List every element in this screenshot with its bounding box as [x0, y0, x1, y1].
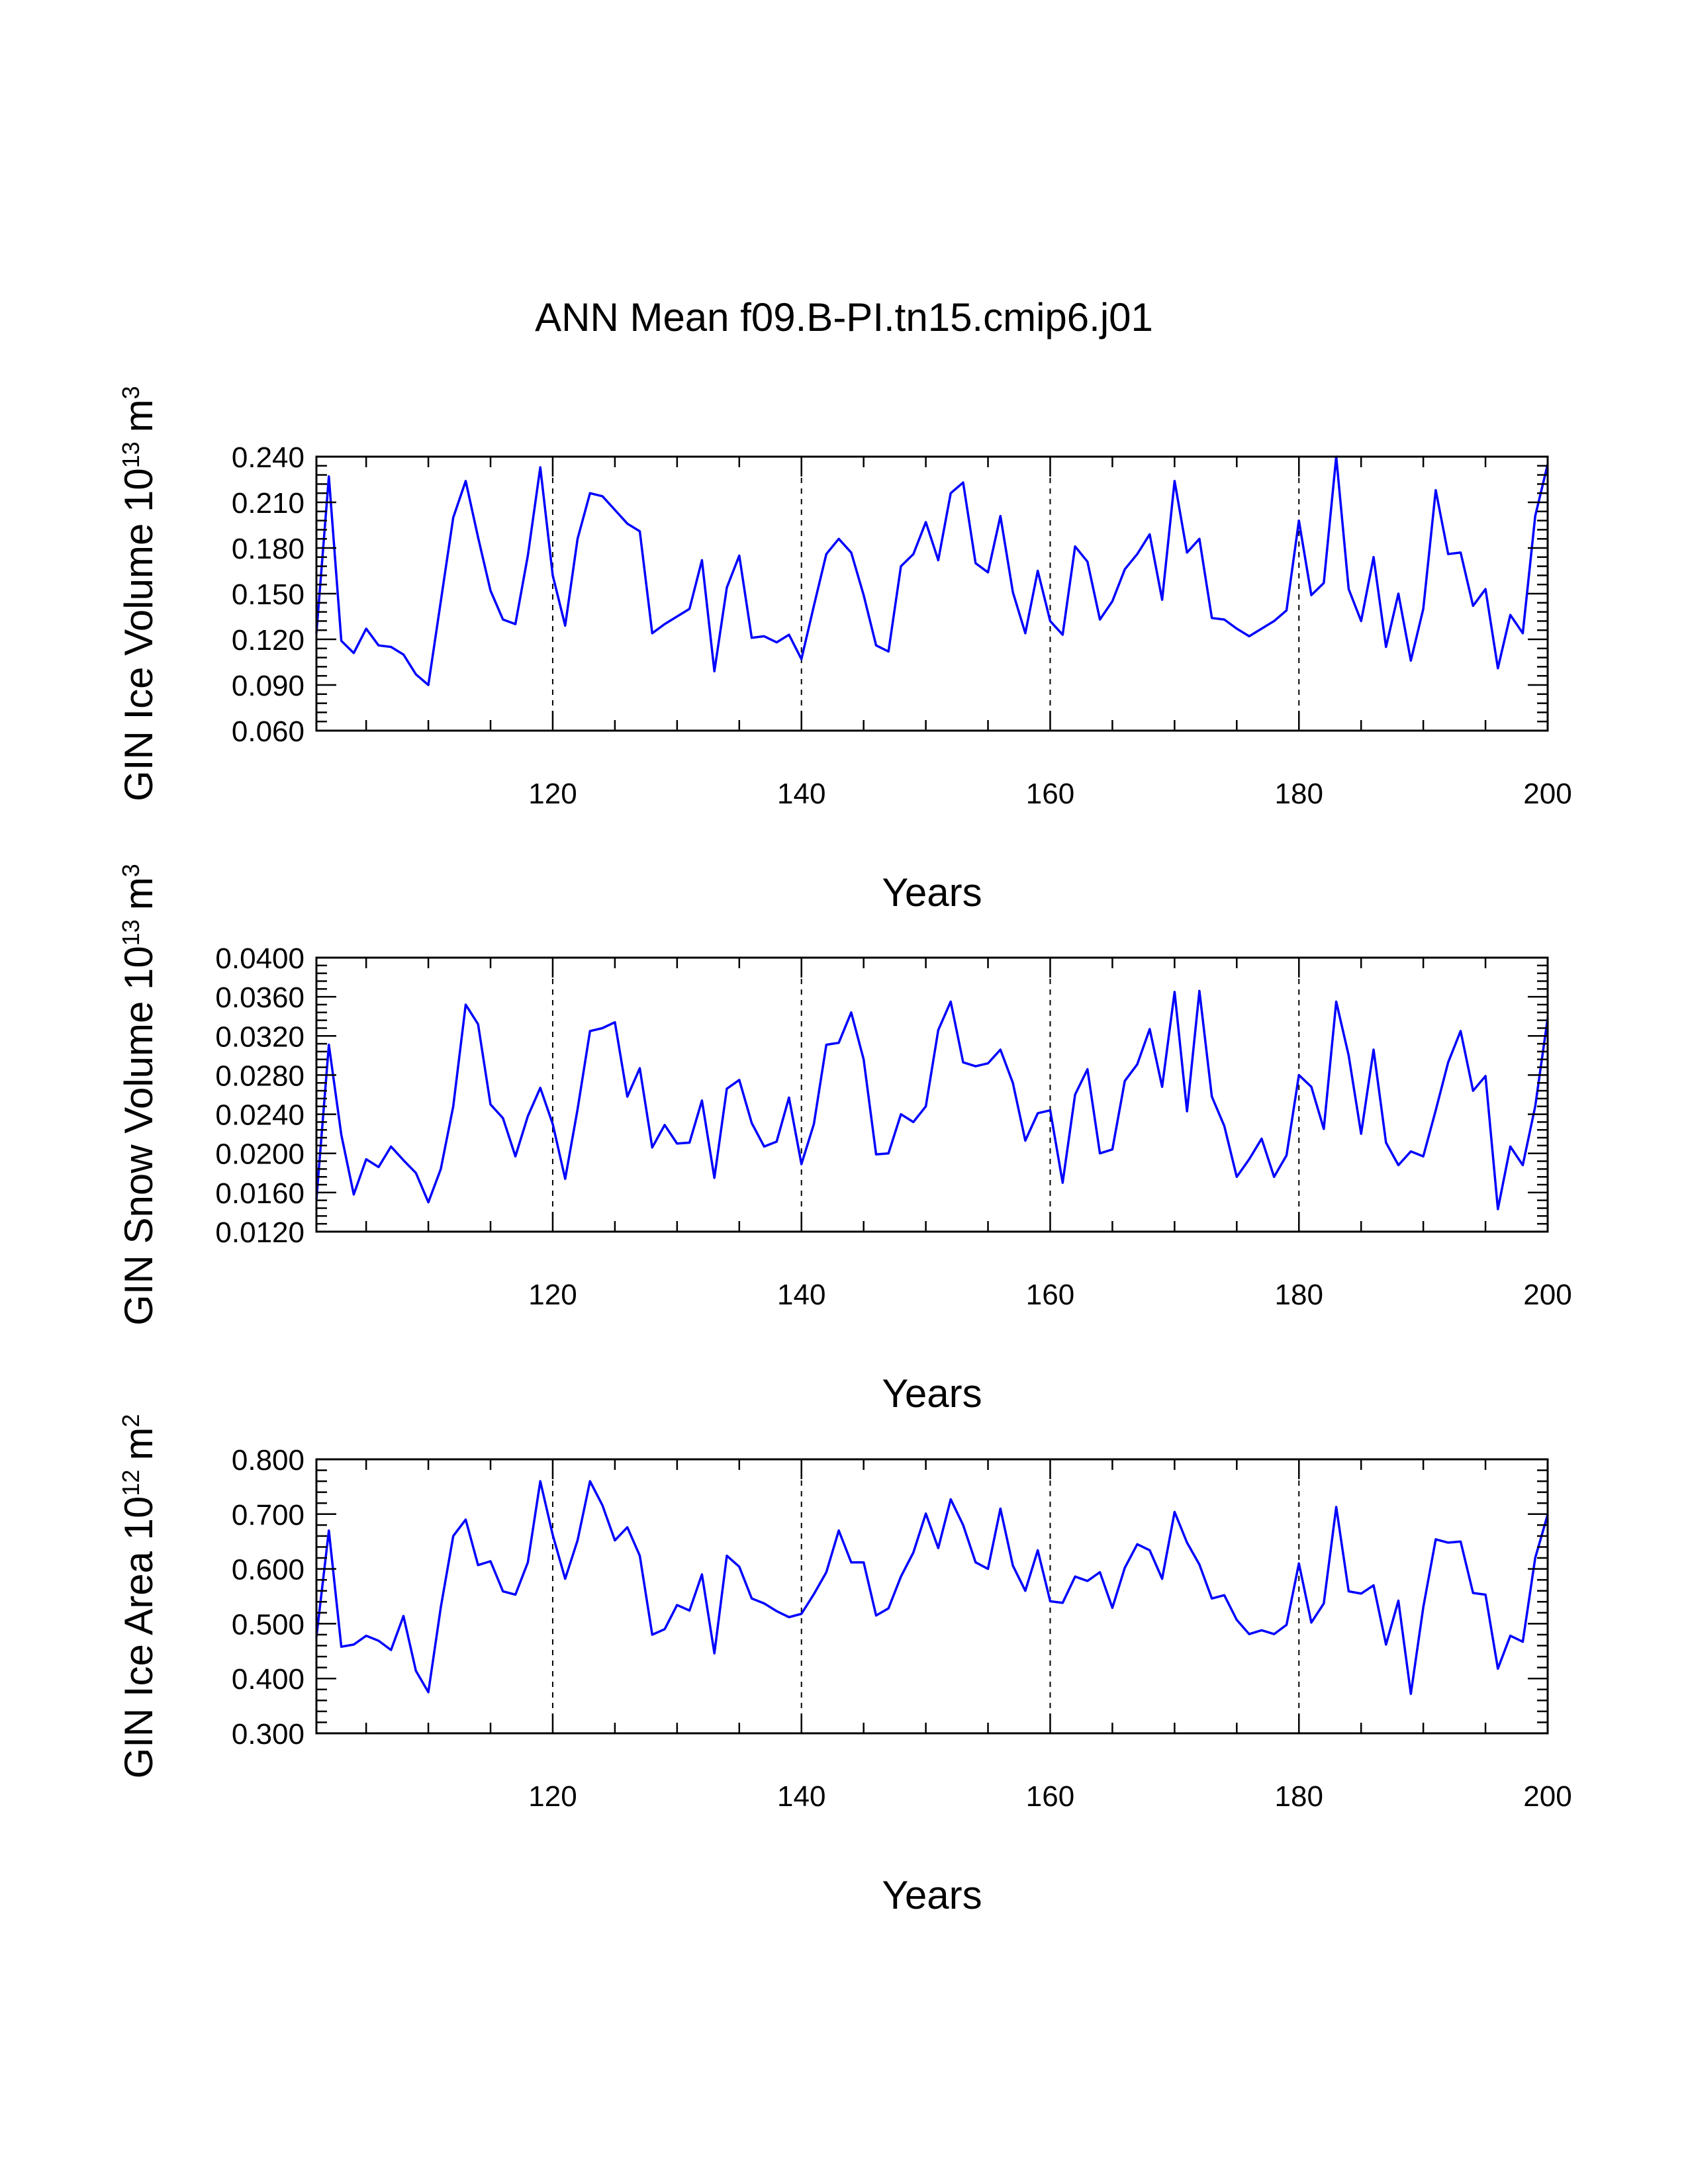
y-tick-label: 0.0280: [215, 1060, 305, 1092]
y-axis-label-main: GIN Snow Volume 10: [117, 946, 161, 1326]
data-series-line: [315, 989, 1549, 1210]
x-tick-label: 160: [1026, 778, 1074, 810]
y-tick-label: 0.0320: [215, 1021, 305, 1053]
chart-panel-1: 120 140 160 180 200 0.060 0.090 0.120 0.150 0.180…: [117, 386, 1572, 915]
y-tick-label: 0.400: [232, 1663, 305, 1696]
x-tick-label: 200: [1523, 1279, 1571, 1311]
y-axis-label-unit: m: [117, 1428, 161, 1461]
y-tick-label: 0.800: [232, 1444, 305, 1477]
y-tick-label: 0.210: [232, 487, 305, 520]
y-axis-label-exponent: 13: [117, 441, 144, 468]
y-axis-label: GIN Ice Area 1012 m2: [117, 1414, 161, 1779]
y-axis-label-unit-exponent: 2: [117, 1414, 144, 1428]
y-tick-label: 0.600: [232, 1554, 305, 1586]
y-tick-label: 0.180: [232, 533, 305, 565]
x-tick-label: 180: [1275, 778, 1323, 810]
x-axis-label: Years: [882, 1371, 982, 1416]
x-tick-label: 160: [1026, 1279, 1074, 1311]
y-tick-label: 0.0160: [215, 1177, 305, 1210]
y-tick-label: 0.0200: [215, 1138, 305, 1171]
x-tick-label: 120: [528, 1279, 577, 1311]
x-tick-label: 140: [777, 1279, 825, 1311]
y-tick-label: 0.300: [232, 1718, 305, 1751]
x-tick-label: 140: [777, 778, 825, 810]
x-axis-label: Years: [882, 870, 982, 915]
y-tick-label: 0.500: [232, 1608, 305, 1641]
y-axis-label-exponent: 12: [117, 1470, 144, 1496]
x-tick-label: 180: [1275, 1279, 1323, 1311]
y-axis-label: GIN Snow Volume 1013 m3: [117, 864, 161, 1326]
y-axis-label-main: GIN Ice Volume 10: [117, 468, 161, 801]
x-tick-label: 200: [1523, 778, 1571, 810]
x-tick-label: 200: [1523, 1780, 1571, 1813]
data-series-line: [315, 1480, 1549, 1696]
x-tick-label: 180: [1275, 1780, 1323, 1813]
figure-title: ANN Mean f09.B-PI.tn15.cmip6.j01: [535, 295, 1153, 340]
y-tick-label: 0.0240: [215, 1099, 305, 1132]
x-tick-label: 120: [528, 1780, 577, 1813]
chart-panel-2: 120 140 160 180 200 0.0120 0.0160 0.0200 0.0240 0…: [117, 864, 1572, 1416]
y-axis-label-unit-exponent: 3: [117, 864, 144, 877]
plot-frame: [315, 1458, 1549, 1735]
x-tick-label: 120: [528, 778, 577, 810]
y-tick-label: 0.0360: [215, 981, 305, 1014]
x-tick-label: 140: [777, 1780, 825, 1813]
y-axis-label-exponent: 13: [117, 919, 144, 946]
chart-panels: 120 140 160 180 200 0.060 0.090 0.120 0.150 0.180…: [117, 386, 1572, 1917]
data-series-line: [315, 455, 1549, 686]
y-tick-label: 0.060: [232, 715, 305, 748]
y-tick-label: 0.120: [232, 624, 305, 657]
y-axis-label-unit-exponent: 3: [117, 386, 144, 399]
y-tick-label: 0.150: [232, 578, 305, 611]
y-tick-label: 0.090: [232, 670, 305, 702]
y-tick-label: 0.0120: [215, 1216, 305, 1249]
x-axis-label: Years: [882, 1873, 982, 1917]
y-axis-label-unit: m: [117, 399, 161, 432]
chart-panel-3: 120 140 160 180 200 0.300 0.400 0.500 0.600 0.700…: [117, 1414, 1572, 1917]
y-axis-label-unit: m: [117, 877, 161, 910]
y-tick-label: 0.240: [232, 441, 305, 474]
y-axis-label-main: GIN Ice Area 10: [117, 1496, 161, 1779]
plot-frame: [315, 956, 1549, 1233]
y-tick-label: 0.700: [232, 1499, 305, 1531]
y-axis-label: GIN Ice Volume 1013 m3: [117, 386, 161, 801]
y-tick-label: 0.0400: [215, 942, 305, 975]
x-tick-label: 160: [1026, 1780, 1074, 1813]
